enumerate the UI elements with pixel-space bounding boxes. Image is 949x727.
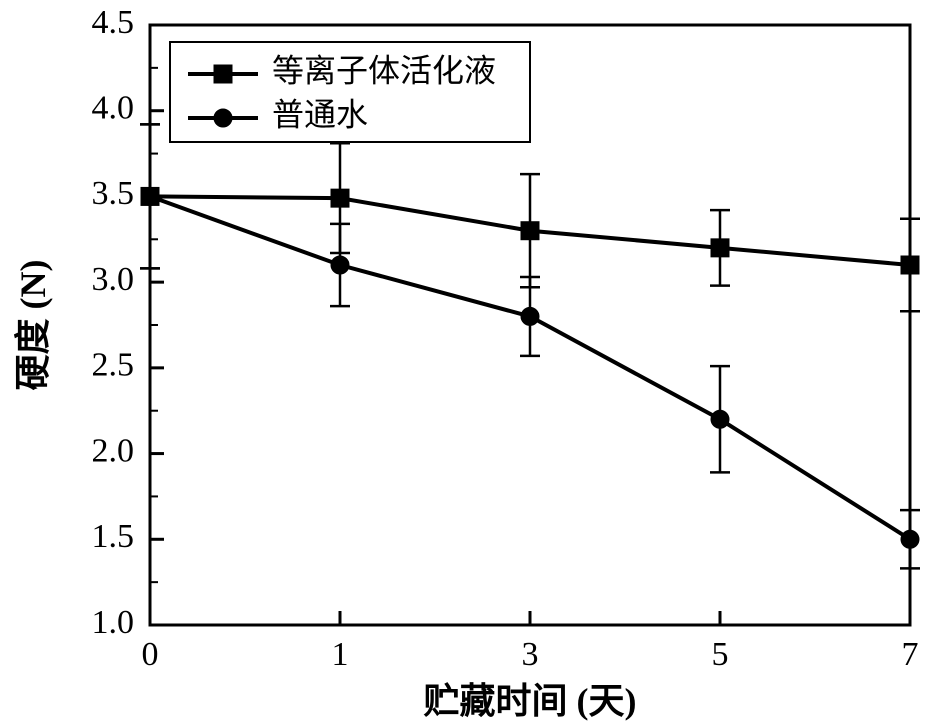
y-tick-label: 3.0 bbox=[92, 261, 135, 298]
x-tick-label: 3 bbox=[522, 636, 539, 673]
marker-square bbox=[711, 239, 729, 257]
y-tick-label: 1.0 bbox=[92, 604, 135, 641]
marker-circle bbox=[901, 530, 919, 548]
x-tick-label: 0 bbox=[142, 636, 159, 673]
marker-circle bbox=[141, 187, 159, 205]
legend-label-plasma: 等离子体活化液 bbox=[272, 52, 496, 88]
y-tick-label: 4.5 bbox=[92, 4, 135, 41]
marker-circle bbox=[521, 307, 539, 325]
chart-svg: 1.0 1.5 2.0 2.5 3.0 3.5 4.0 4.5 0 1 3 5 7 硬度 (N) 贮藏时间 … bbox=[0, 0, 949, 727]
hardness-vs-time-chart: 1.0 1.5 2.0 2.5 3.0 3.5 4.0 4.5 0 1 3 5 7 硬度 (N) 贮藏时间 … bbox=[0, 0, 949, 727]
y-tick-label: 4.0 bbox=[92, 90, 135, 127]
marker-circle bbox=[331, 256, 349, 274]
y-tick-label: 2.0 bbox=[92, 432, 135, 469]
marker-square bbox=[331, 189, 349, 207]
x-axis-title: 贮藏时间 (天) bbox=[424, 681, 637, 721]
marker-circle bbox=[711, 410, 729, 428]
y-tick-label: 2.5 bbox=[92, 347, 135, 384]
marker-square bbox=[521, 222, 539, 240]
x-tick-label: 1 bbox=[332, 636, 349, 673]
marker-square bbox=[901, 256, 919, 274]
x-tick-label: 5 bbox=[712, 636, 729, 673]
y-axis-title: 硬度 (N) bbox=[13, 260, 53, 391]
legend-label-water: 普通水 bbox=[272, 96, 368, 132]
x-tick-label: 7 bbox=[902, 636, 919, 673]
y-tick-label: 1.5 bbox=[92, 518, 135, 555]
y-tick-label: 3.5 bbox=[92, 175, 135, 212]
